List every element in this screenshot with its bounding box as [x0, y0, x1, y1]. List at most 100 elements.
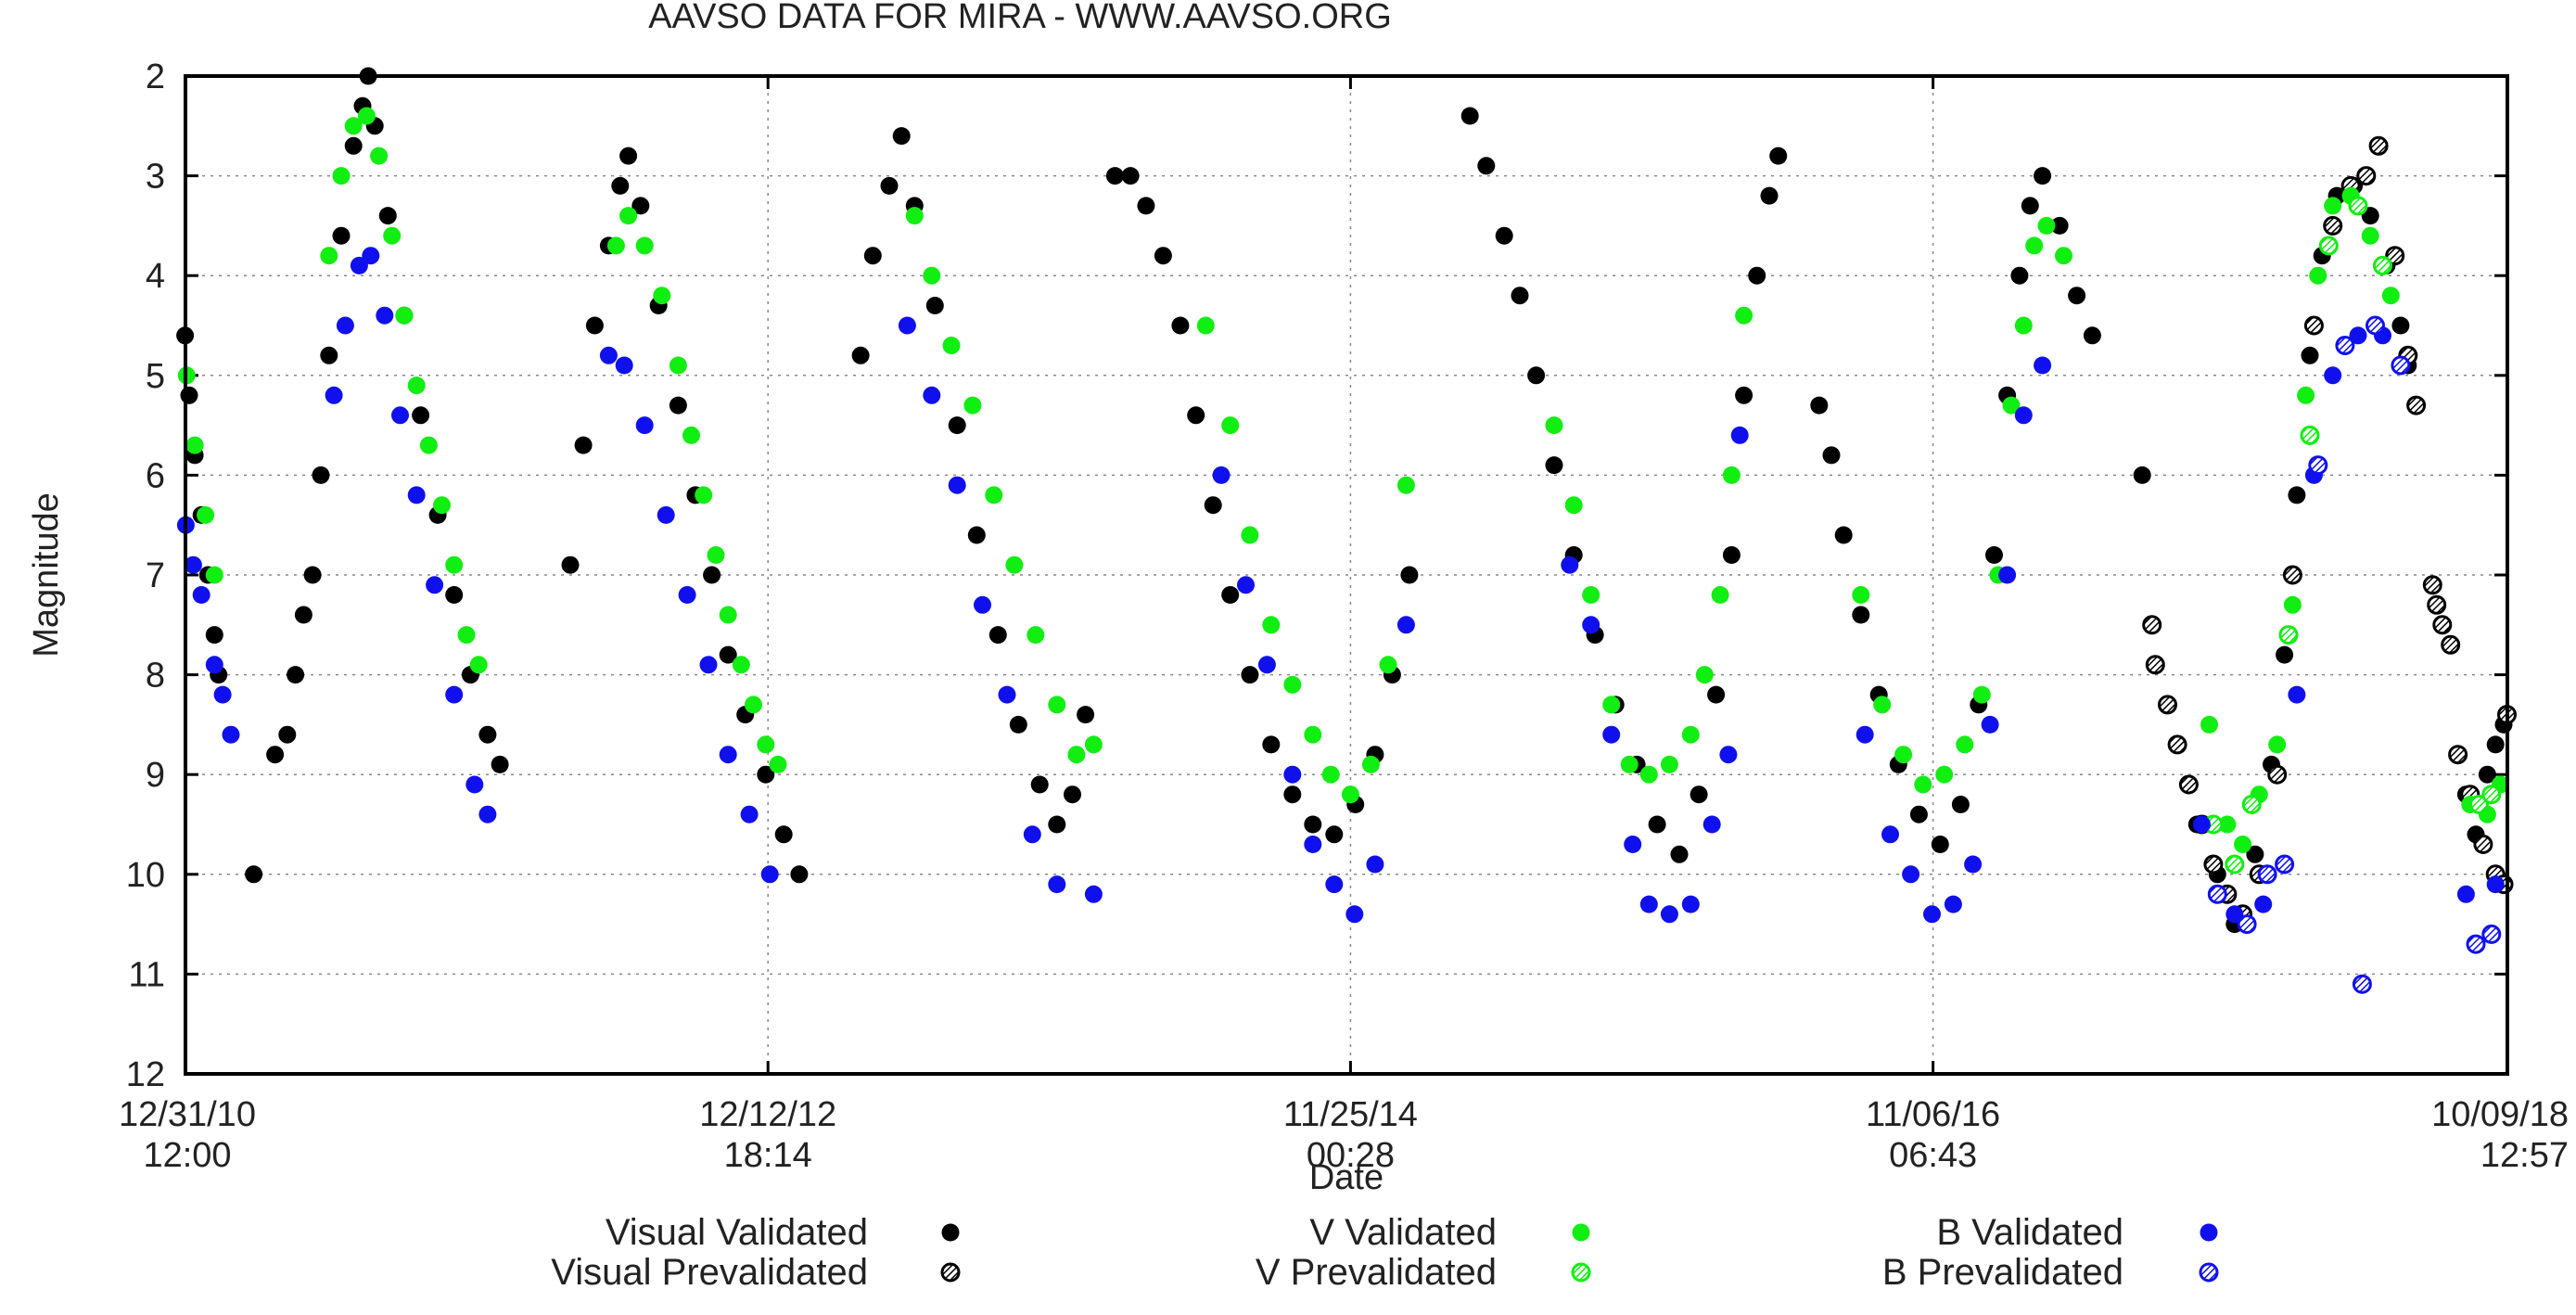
data-point	[942, 337, 961, 354]
data-point	[1760, 186, 1779, 205]
data-point	[1304, 815, 1322, 834]
data-point	[1951, 796, 1970, 813]
data-point	[1084, 735, 1103, 754]
data-point	[2237, 914, 2257, 935]
data-point	[1695, 666, 1714, 684]
data-point	[2002, 396, 2021, 415]
data-point	[2014, 316, 2033, 335]
data-point	[1361, 755, 1380, 773]
legend-marker	[2200, 1223, 2218, 1242]
data-point	[1981, 715, 1999, 734]
data-point	[2055, 247, 2072, 265]
data-point	[1237, 576, 1255, 594]
data-point	[635, 416, 654, 435]
data-point	[320, 346, 338, 364]
data-point	[1964, 855, 1983, 874]
y-axis-label: Magnitude	[27, 492, 66, 657]
data-point	[2481, 924, 2502, 944]
data-point	[2034, 356, 2052, 375]
data-point	[1366, 855, 1384, 874]
data-point	[1985, 546, 2003, 564]
data-point	[2050, 216, 2069, 235]
legend-label: V Validated	[1309, 1212, 1497, 1253]
data-point	[1257, 656, 1276, 674]
y-tick-label: 11	[129, 955, 165, 994]
data-point	[974, 595, 991, 614]
data-point	[1944, 895, 1962, 913]
data-point	[1495, 226, 1513, 245]
data-point	[1545, 456, 1563, 475]
data-point	[2432, 615, 2453, 635]
data-point	[561, 555, 580, 574]
data-point	[332, 167, 351, 185]
data-point	[2288, 685, 2306, 704]
data-point	[1030, 775, 1049, 794]
data-point	[1262, 735, 1281, 754]
data-point	[611, 176, 630, 195]
series-v-validated	[177, 107, 2509, 853]
data-point	[1137, 197, 1155, 215]
data-point	[2246, 845, 2264, 863]
x-tick-label-date: 11/06/16	[1866, 1095, 2000, 1134]
data-point	[433, 496, 451, 515]
data-point	[1564, 496, 1583, 515]
data-point	[948, 416, 966, 435]
data-point	[745, 696, 762, 714]
data-point	[303, 566, 322, 584]
data-point	[1027, 626, 1045, 645]
data-point	[1660, 905, 1678, 924]
series-b-validated	[176, 247, 2505, 924]
data-point	[1702, 815, 1721, 834]
data-point	[312, 466, 330, 484]
data-point	[948, 476, 966, 494]
data-point	[619, 207, 638, 225]
data-point	[419, 436, 438, 454]
y-tick-label: 10	[126, 856, 165, 895]
data-point	[2268, 735, 2287, 754]
data-point	[2193, 815, 2211, 834]
data-point	[2276, 645, 2294, 664]
legend-label: B Prevalidated	[1882, 1252, 2123, 1293]
data-point	[963, 396, 982, 415]
data-point	[2481, 785, 2502, 805]
data-point	[469, 656, 488, 674]
data-point	[1325, 825, 1344, 844]
data-point	[1822, 446, 1841, 465]
data-point	[378, 207, 397, 225]
data-point	[2234, 836, 2252, 853]
data-point	[445, 555, 464, 574]
data-point	[1171, 316, 1190, 335]
data-point	[350, 256, 368, 274]
y-tick-label: 3	[146, 158, 165, 197]
data-point	[2083, 326, 2101, 345]
data-point	[619, 147, 638, 165]
data-point	[192, 586, 210, 604]
data-point	[2178, 774, 2199, 795]
data-point	[407, 377, 426, 395]
data-point	[426, 576, 444, 594]
y-tick-label: 7	[146, 556, 165, 595]
data-point	[1834, 526, 1853, 544]
data-point	[1527, 366, 1546, 385]
x-tick-label-date: 10/09/18	[2431, 1095, 2569, 1134]
data-point	[2200, 715, 2218, 734]
data-point	[703, 566, 721, 584]
data-point	[1722, 546, 1741, 564]
data-point	[205, 566, 223, 584]
data-point	[1396, 476, 1415, 494]
data-point	[2278, 625, 2299, 645]
legend-label: Visual Prevalidated	[551, 1252, 868, 1293]
data-point	[478, 805, 497, 823]
data-point	[2466, 934, 2486, 954]
data-point	[185, 436, 204, 454]
y-tick-label: 4	[146, 257, 165, 296]
data-point	[1460, 107, 1479, 125]
data-point	[2241, 795, 2262, 814]
data-point	[1241, 666, 1259, 684]
data-point	[985, 486, 1003, 504]
data-point	[2158, 695, 2177, 715]
data-point	[1730, 426, 1749, 444]
data-point	[2167, 734, 2187, 755]
data-point	[1241, 526, 1259, 544]
